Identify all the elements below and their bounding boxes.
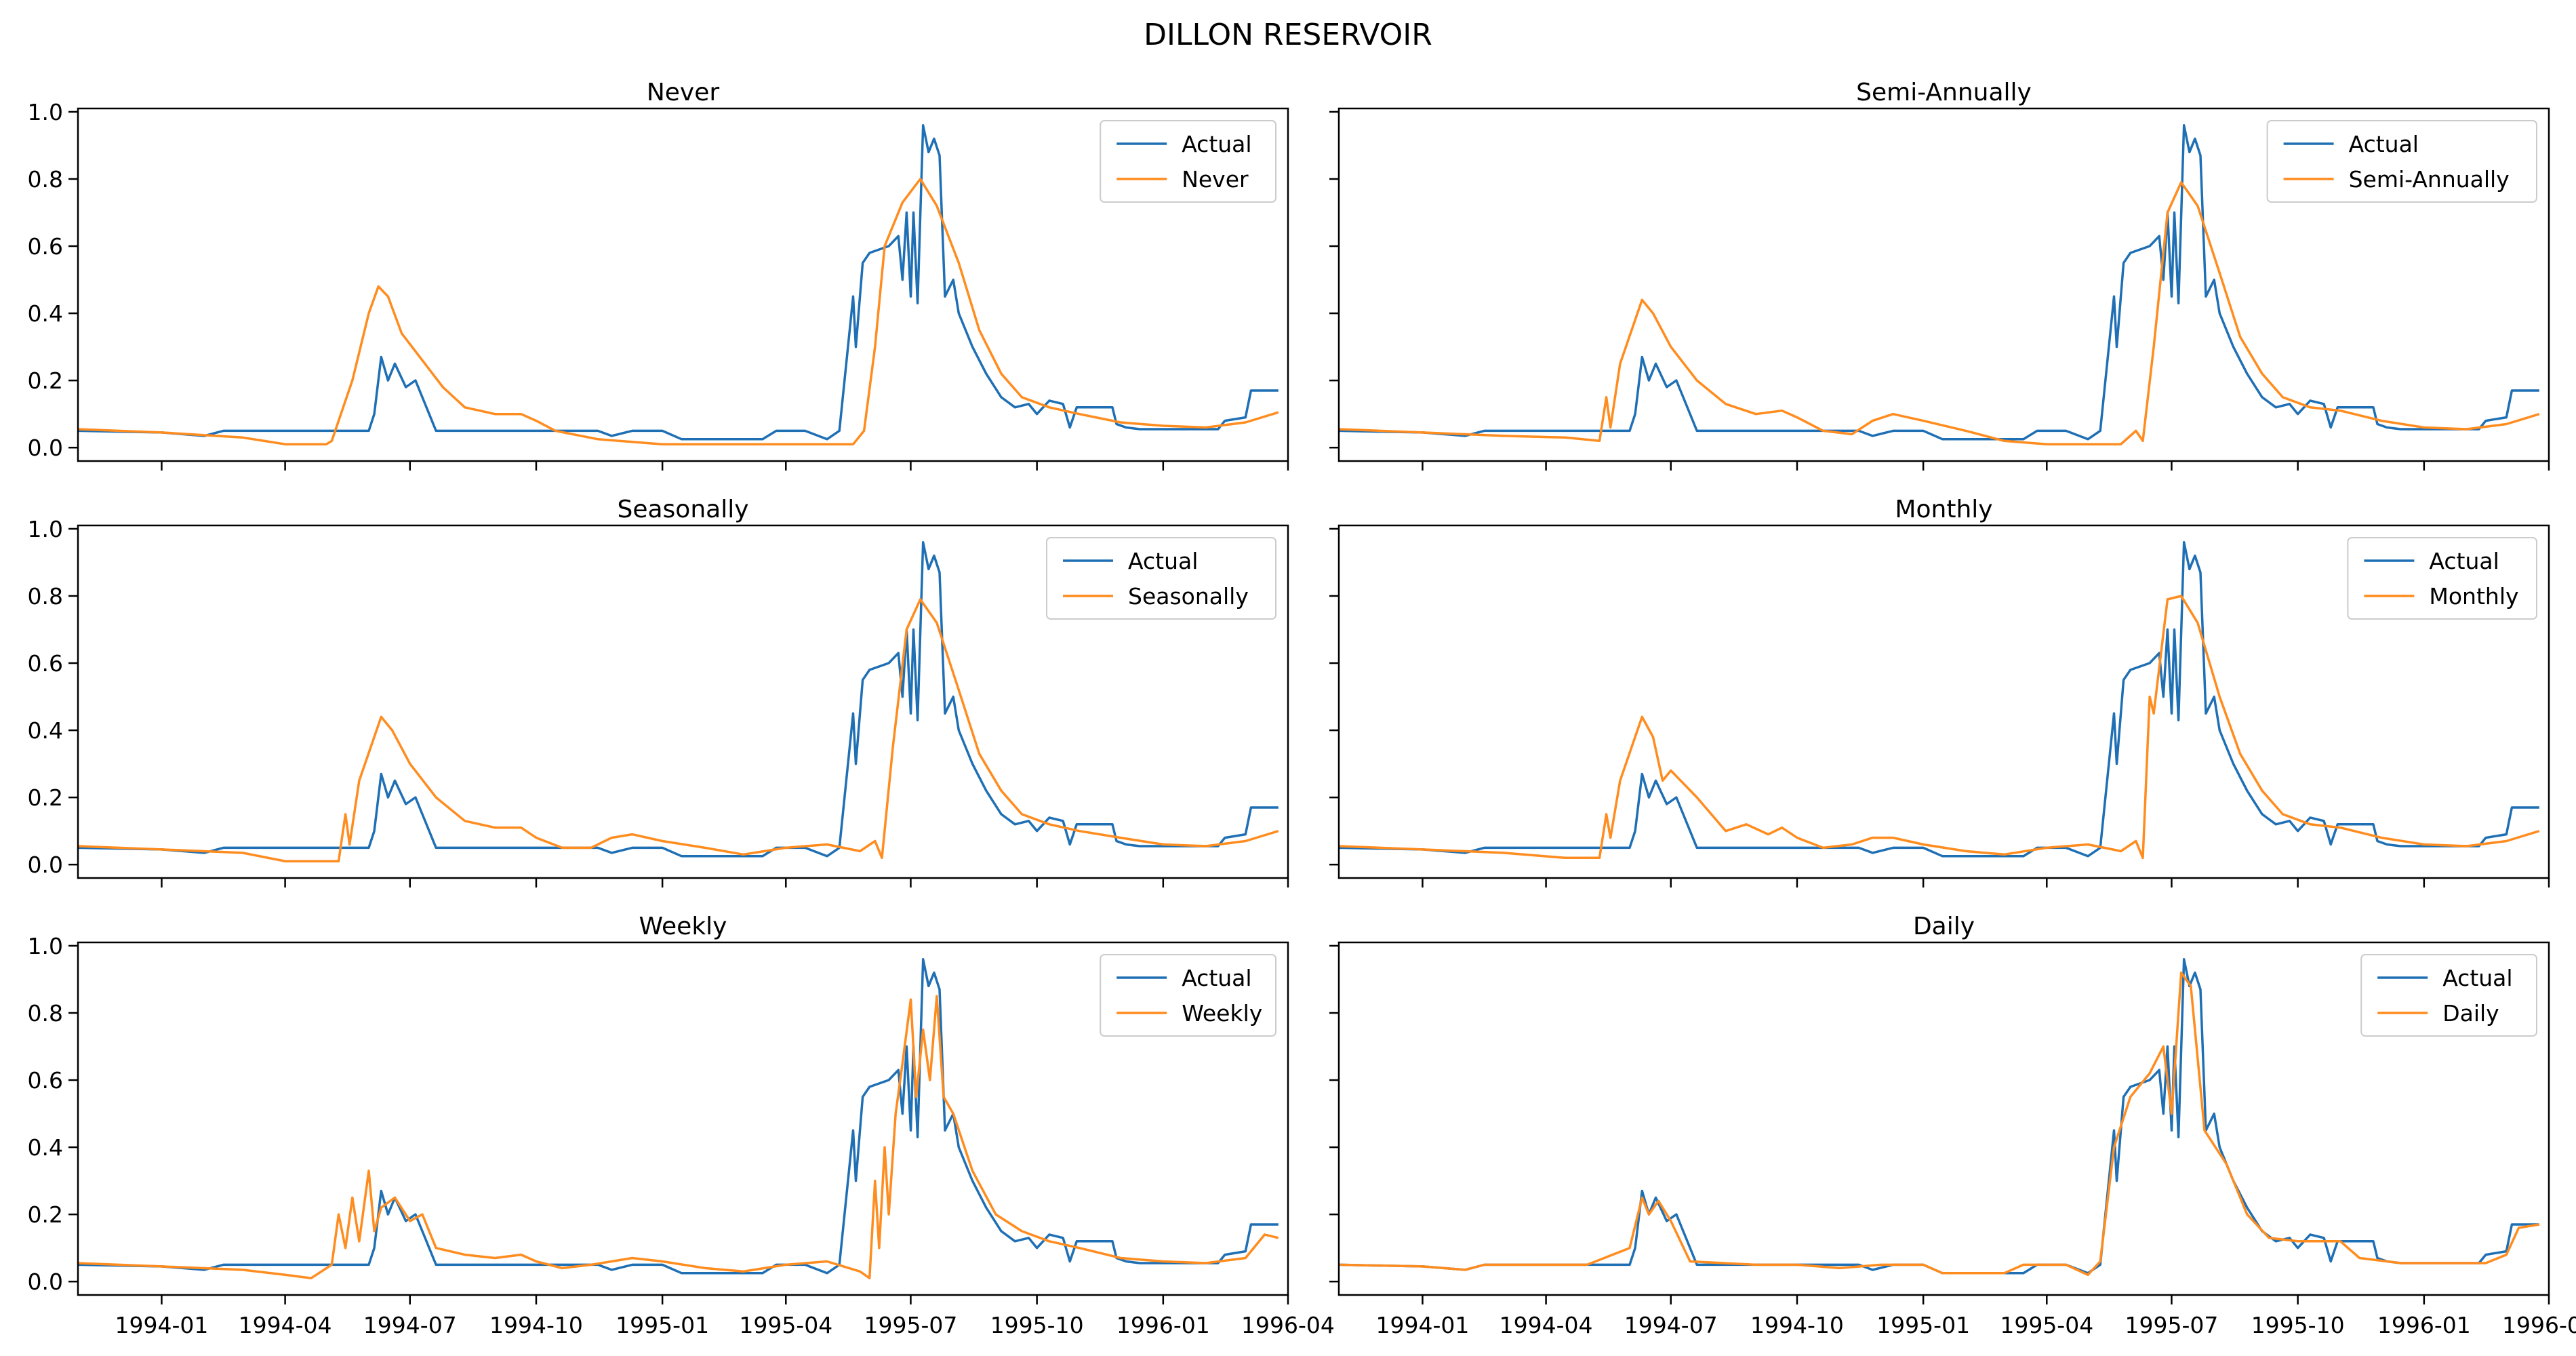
legend-box: [2266, 120, 2538, 203]
legend-label: Actual: [2429, 548, 2499, 574]
y-tick-label: 0.2: [28, 784, 63, 811]
legend-label: Weekly: [1182, 1000, 1262, 1026]
y-tick-label: 1.0: [28, 933, 63, 959]
y-tick-label: 0.8: [28, 1000, 63, 1026]
legend-box: [1100, 120, 1276, 203]
x-tick-label: 1994-07: [363, 1312, 457, 1338]
y-tick-label: 0.6: [28, 1067, 63, 1094]
legend-label: Actual: [2442, 965, 2512, 991]
x-tick-label: 1994-04: [1500, 1312, 1593, 1338]
series-line-actual: [1338, 541, 2539, 858]
subplot-monthly: Monthly Actual Monthly: [1329, 496, 2550, 888]
subplot-title: Weekly: [639, 913, 727, 940]
x-tick-label: 1996-01: [1116, 1312, 1210, 1338]
series-line-actual: [1338, 958, 2539, 1275]
x-tick-label: 1994-01: [115, 1312, 209, 1338]
y-tick-label: 0.2: [28, 1201, 63, 1228]
x-tick-label: 1995-07: [864, 1312, 958, 1338]
subplot-daily: Daily 1994-01 1994-04 1994-07 1994-10 1995-01…: [1329, 913, 2576, 1338]
x-tick-label: 1996-04: [1241, 1312, 1335, 1338]
series-line-weekly: [77, 995, 1279, 1279]
subplot-title: Monthly: [1895, 496, 1992, 523]
y-tick-label: 1.0: [28, 516, 63, 542]
y-tick-label: 0.0: [28, 435, 63, 461]
legend-label: Actual: [2349, 131, 2419, 157]
series-line-seasonally: [77, 598, 1279, 862]
x-tick-label: 1995-01: [1876, 1312, 1970, 1338]
legend-box: [2347, 537, 2537, 620]
y-tick-label: 0.8: [28, 166, 63, 193]
y-tick-label: 0.6: [28, 233, 63, 260]
subplot-weekly: Weekly 0.0 0.2 0.4 0.6 0.8 1.0 1994-01 1994-04 19…: [28, 913, 1335, 1338]
axes-frame: [77, 107, 1289, 462]
series-line-actual: [77, 541, 1279, 858]
y-tick-label: 0.0: [28, 852, 63, 878]
legend-label: Never: [1182, 166, 1249, 193]
y-tick-label: 0.6: [28, 650, 63, 677]
series-line-daily: [1338, 971, 2540, 1277]
x-tick-label: 1995-04: [2000, 1312, 2093, 1338]
axes-frame: [1337, 107, 2550, 462]
x-tick-label: 1994-07: [1624, 1312, 1718, 1338]
x-tick-label: 1996-04: [2502, 1312, 2576, 1338]
subplot-title: Seasonally: [617, 496, 748, 523]
subplot-title: Daily: [1913, 913, 1975, 940]
legend-label: Actual: [1182, 131, 1251, 157]
legend-box: [1100, 954, 1276, 1037]
x-tick-label: 1995-04: [739, 1312, 832, 1338]
legend-label: Semi-Annually: [2349, 166, 2510, 193]
subplot-semi-annually: Semi-Annually Actual Semi-Annually: [1329, 79, 2550, 471]
axes-frame: [1337, 941, 2550, 1296]
x-tick-label: 1995-10: [2251, 1312, 2345, 1338]
axes-frame: [1337, 524, 2550, 879]
y-tick-label: 0.4: [28, 300, 63, 327]
subplot-title: Never: [647, 79, 720, 106]
y-tick-label: 0.8: [28, 583, 63, 610]
axes-frame: [77, 941, 1289, 1296]
x-tick-label: 1994-01: [1376, 1312, 1470, 1338]
y-tick-label: 0.2: [28, 367, 63, 394]
figure-title: DILLON RESERVOIR: [1144, 18, 1432, 52]
series-line-monthly: [1338, 595, 2540, 860]
axes-frame: [77, 524, 1289, 879]
y-tick-label: 0.4: [28, 1134, 63, 1161]
x-tick-label: 1996-01: [2377, 1312, 2471, 1338]
x-tick-label: 1994-04: [239, 1312, 332, 1338]
legend-label: Actual: [1128, 548, 1198, 574]
series-line-actual: [1338, 124, 2539, 441]
y-tick-label: 0.4: [28, 717, 63, 744]
series-line-actual: [77, 124, 1279, 441]
legend-box: [1046, 537, 1276, 620]
y-tick-label: 0.0: [28, 1269, 63, 1295]
subplot-seasonally: Seasonally 0.0 0.2 0.4 0.6 0.8 1.0 Actual Season…: [28, 496, 1289, 888]
legend-label: Daily: [2442, 1000, 2499, 1026]
x-tick-label: 1995-01: [616, 1312, 709, 1338]
series-line-semi-annually: [1338, 181, 2540, 445]
series-line-actual: [77, 958, 1279, 1275]
legend-label: Actual: [1182, 965, 1251, 991]
legend-label: Seasonally: [1128, 583, 1249, 610]
series-line-never: [77, 178, 1279, 445]
subplot-title: Semi-Annually: [1856, 79, 2032, 106]
x-tick-label: 1995-07: [2125, 1312, 2219, 1338]
y-tick-label: 1.0: [28, 99, 63, 125]
x-tick-label: 1994-10: [489, 1312, 583, 1338]
legend-box: [2360, 954, 2537, 1037]
subplot-never: Never 0.0 0.2 0.4 0.6 0.8 1.0 Actual Never: [28, 79, 1289, 471]
legend-label: Monthly: [2429, 583, 2518, 610]
x-tick-label: 1995-10: [990, 1312, 1084, 1338]
x-tick-label: 1994-10: [1750, 1312, 1844, 1338]
